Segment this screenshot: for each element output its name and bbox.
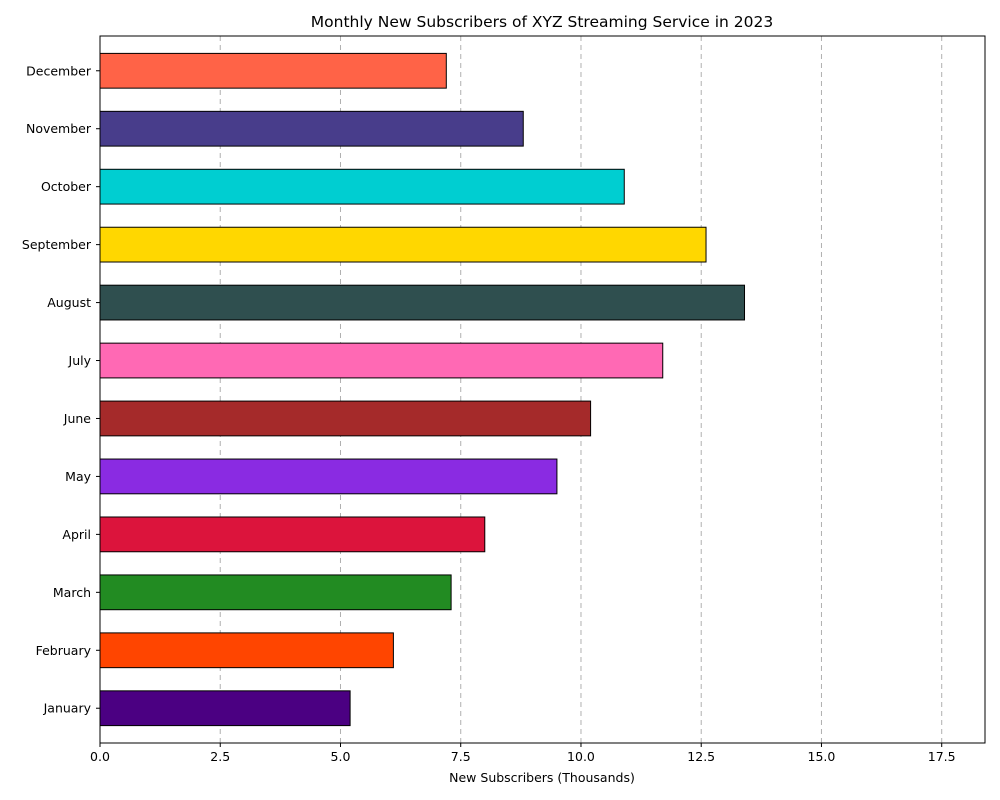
x-tick-label: 7.5: [451, 749, 471, 764]
y-tick-label: December: [26, 63, 92, 78]
plot-frame: [99, 35, 986, 744]
y-tick-label: April: [62, 527, 91, 542]
y-tick-label: July: [68, 353, 92, 368]
x-tick-label: 17.5: [928, 749, 956, 764]
y-tick-label: January: [43, 701, 92, 716]
x-ticks: 0.0 2.5 5.0 7.5 10.0 12.5 15.0 17.5: [90, 743, 956, 764]
x-tick-label: 2.5: [210, 749, 230, 764]
x-tick-label: 5.0: [331, 749, 351, 764]
x-tick-label: 0.0: [90, 749, 110, 764]
bar-april: [99, 516, 486, 553]
bar-may: [99, 458, 558, 495]
bars: [99, 52, 746, 727]
bar-july: [99, 342, 664, 379]
y-tick-label: October: [41, 179, 92, 194]
y-tick-label: June: [63, 411, 92, 426]
y-tick-label: February: [36, 643, 92, 658]
y-tick-label: August: [47, 295, 91, 310]
bar-january: [99, 690, 351, 727]
y-tick-label: November: [26, 121, 92, 136]
y-tick-label: March: [53, 585, 91, 600]
bar-october: [99, 168, 625, 205]
chart-title: Monthly New Subscribers of XYZ Streaming…: [311, 13, 773, 31]
grid-lines: [219, 36, 943, 743]
y-ticks: January February March April May June July Augu…: [22, 63, 100, 716]
x-tick-label: 15.0: [808, 749, 836, 764]
bar-june: [99, 400, 592, 437]
bar-march: [99, 574, 452, 611]
bar-november: [99, 110, 524, 147]
x-tick-label: 10.0: [567, 749, 595, 764]
bar-february: [99, 632, 394, 669]
axes: [99, 35, 986, 744]
bar-august: [99, 284, 746, 321]
bar-december: [99, 52, 447, 89]
y-tick-label: September: [22, 237, 92, 252]
x-tick-label: 12.5: [687, 749, 715, 764]
y-tick-label: May: [65, 469, 91, 484]
x-axis-label: New Subscribers (Thousands): [449, 770, 635, 785]
bar-september: [99, 226, 707, 263]
